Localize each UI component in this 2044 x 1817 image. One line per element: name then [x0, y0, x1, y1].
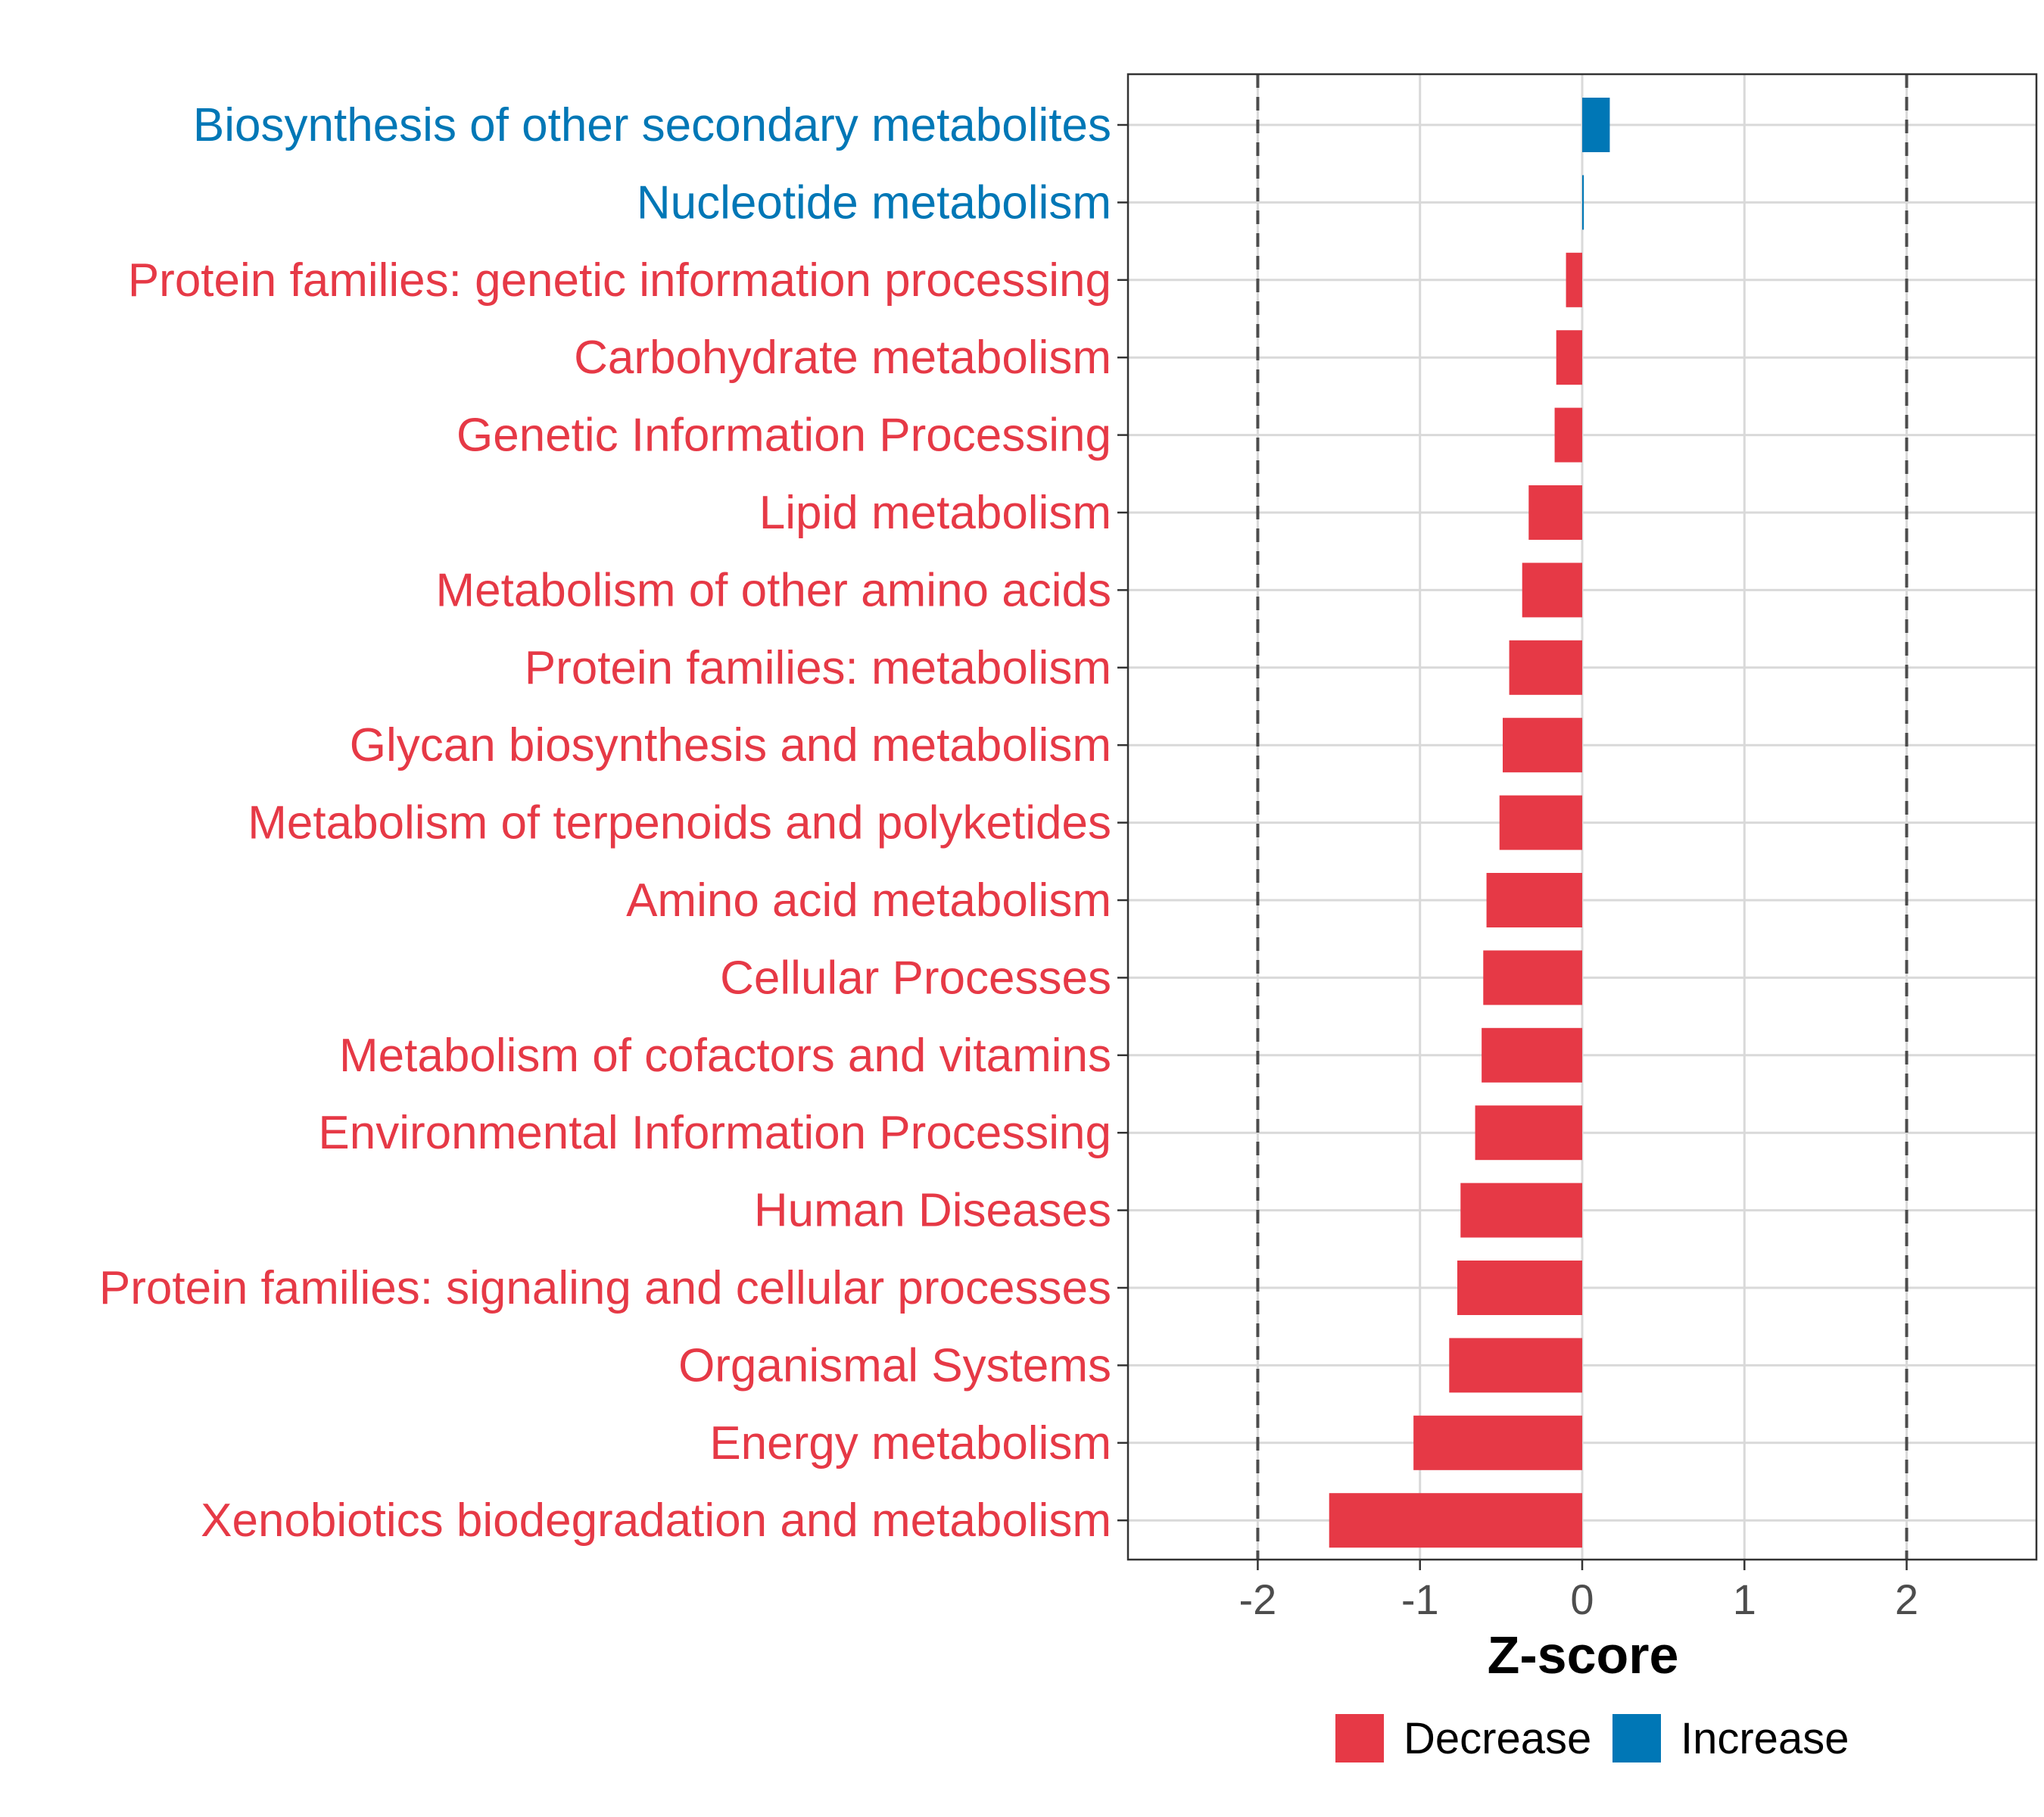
- x-tick-label: 2: [1895, 1575, 1918, 1623]
- category-label: Protein families: metabolism: [525, 642, 1111, 694]
- x-tick-label: -1: [1401, 1575, 1439, 1623]
- bar: [1413, 1415, 1582, 1470]
- category-label: Energy metabolism: [709, 1417, 1111, 1469]
- legend: Decrease Increase: [1335, 1714, 1849, 1763]
- category-label: Environmental Information Processing: [318, 1107, 1111, 1159]
- bar: [1457, 1261, 1582, 1315]
- category-label: Metabolism of cofactors and vitamins: [339, 1030, 1111, 1082]
- x-axis-title: Z-score: [1488, 1625, 1679, 1685]
- y-axis-category-labels: Biosynthesis of other secondary metaboli…: [99, 99, 1111, 1547]
- legend-swatch-decrease: [1335, 1714, 1384, 1762]
- category-label: Cellular Processes: [720, 952, 1111, 1004]
- bar: [1460, 1183, 1582, 1238]
- y-axis-ticks: [1117, 123, 1128, 1522]
- bar: [1582, 98, 1610, 152]
- category-label: Biosynthesis of other secondary metaboli…: [193, 99, 1111, 151]
- category-label: Human Diseases: [754, 1185, 1111, 1237]
- legend-label-increase: Increase: [1681, 1714, 1849, 1763]
- category-label: Protein families: genetic information pr…: [128, 254, 1111, 307]
- reference-lines: [1256, 74, 1908, 1560]
- category-label: Organismal Systems: [678, 1339, 1111, 1392]
- bar: [1499, 795, 1582, 850]
- legend-swatch-increase: [1612, 1714, 1661, 1762]
- x-axis-tick-labels: -2 -1 0 1 2: [1239, 1575, 1919, 1623]
- bar: [1582, 175, 1584, 230]
- bar: [1449, 1338, 1582, 1393]
- category-label: Metabolism of other amino acids: [435, 564, 1111, 616]
- category-label: Lipid metabolism: [759, 487, 1111, 539]
- bar: [1528, 485, 1582, 540]
- bar: [1556, 330, 1582, 385]
- category-label: Carbohydrate metabolism: [574, 332, 1111, 384]
- legend-label-decrease: Decrease: [1404, 1714, 1591, 1763]
- bar: [1522, 563, 1582, 618]
- bar: [1566, 252, 1582, 307]
- category-label: Nucleotide metabolism: [637, 176, 1111, 229]
- x-tick-label: -2: [1239, 1575, 1277, 1623]
- bar: [1554, 407, 1582, 463]
- category-label: Amino acid metabolism: [626, 874, 1111, 927]
- bars-group: [1329, 98, 1610, 1548]
- x-tick-label: 1: [1733, 1575, 1756, 1623]
- x-axis-ticks: [1257, 1560, 1908, 1570]
- bar: [1486, 873, 1582, 927]
- x-tick-label: 0: [1570, 1575, 1594, 1623]
- category-label: Metabolism of terpenoids and polyketides: [248, 797, 1111, 849]
- bar: [1482, 1027, 1582, 1083]
- category-label: Glycan biosynthesis and metabolism: [350, 719, 1111, 771]
- bar: [1475, 1105, 1582, 1161]
- bar: [1483, 950, 1582, 1005]
- category-label: Protein families: signaling and cellular…: [99, 1262, 1111, 1314]
- bar: [1503, 718, 1582, 773]
- category-label: Genetic Information Processing: [456, 410, 1111, 462]
- bar: [1329, 1493, 1582, 1548]
- bar: [1509, 640, 1582, 695]
- category-label: Xenobiotics biodegradation and metabolis…: [201, 1494, 1111, 1547]
